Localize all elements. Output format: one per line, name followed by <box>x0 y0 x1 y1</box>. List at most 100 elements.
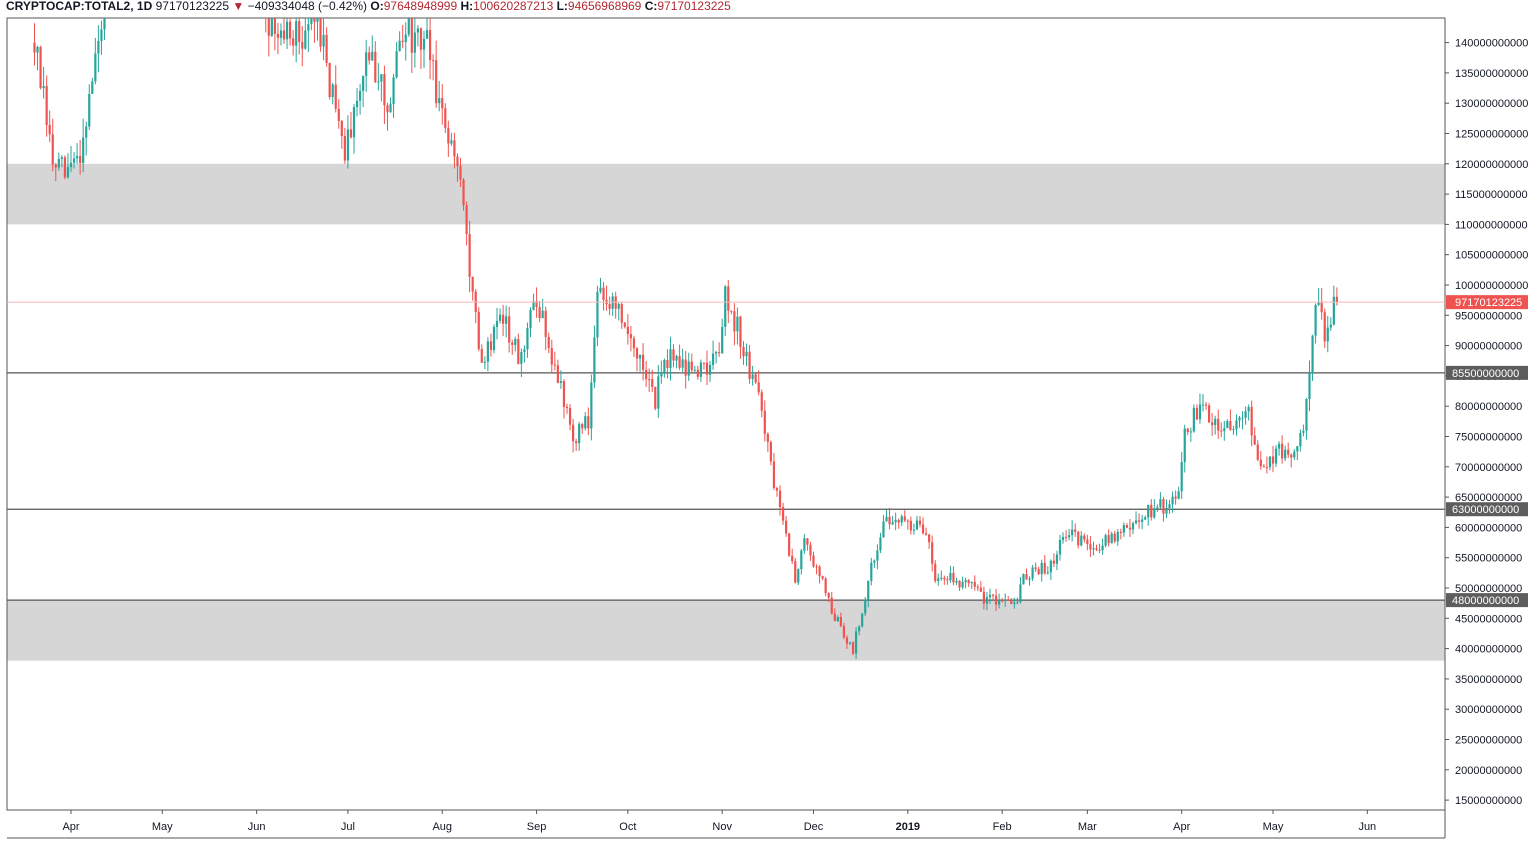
candle-body <box>909 520 912 531</box>
candle-body <box>684 359 687 376</box>
candle-body <box>1183 428 1186 463</box>
candle-body <box>413 32 416 53</box>
candle-body <box>459 166 462 180</box>
candle-body <box>858 626 861 632</box>
candle-body <box>663 360 666 373</box>
candle-body <box>937 578 940 581</box>
candle-body <box>867 580 870 600</box>
candle-body <box>620 303 623 323</box>
candle-body <box>498 314 502 321</box>
candle-body <box>982 591 985 604</box>
candle-body <box>1110 533 1113 544</box>
x-tick-label: Jun <box>248 821 266 833</box>
open-label: O: <box>370 0 384 13</box>
candle-body <box>337 108 340 122</box>
candle-body <box>462 179 465 206</box>
candle-body <box>1077 531 1080 546</box>
candle-body <box>891 522 894 525</box>
candle-body <box>288 21 292 39</box>
candle-body <box>1274 448 1278 464</box>
candle-body <box>483 361 486 363</box>
high-value: 100620287213 <box>473 0 554 13</box>
candle-body <box>279 30 283 38</box>
candle-body <box>1189 431 1192 433</box>
candle-body <box>54 164 57 168</box>
candle-body <box>1262 466 1265 468</box>
candle-body <box>425 30 429 39</box>
candle-body <box>544 310 547 337</box>
candle-body <box>301 41 304 49</box>
candle-body <box>556 365 559 383</box>
candle-body <box>827 593 830 598</box>
candle-body <box>480 349 483 363</box>
candle-body <box>60 157 63 160</box>
candle-body <box>602 287 605 300</box>
candle-body <box>456 156 459 167</box>
candle-body <box>368 52 371 61</box>
candle-body <box>1244 411 1247 418</box>
candle-body <box>721 326 724 354</box>
candle-body <box>91 81 94 94</box>
candle-body <box>906 520 909 522</box>
candle-body <box>1010 600 1013 604</box>
candle-body <box>404 34 407 43</box>
candle-body <box>1058 539 1062 555</box>
candle-body <box>511 342 514 345</box>
candle-body <box>514 339 517 345</box>
x-tick-label: Apr <box>1173 821 1190 833</box>
candle-body <box>547 336 550 349</box>
candle-body <box>617 303 620 309</box>
candle-body <box>532 301 535 310</box>
x-tick-label: May <box>1263 821 1284 833</box>
candle-body <box>666 360 669 368</box>
candle-body <box>33 42 36 53</box>
candle-body <box>1037 569 1040 575</box>
candle-body <box>453 140 456 157</box>
y-tick-label: 135000000000 <box>1455 68 1528 80</box>
candle-body <box>273 18 276 34</box>
candle-body <box>1046 572 1049 574</box>
candle-body <box>1308 371 1311 400</box>
candle-body <box>879 537 882 551</box>
candle-body <box>687 361 690 376</box>
candle-body <box>903 516 906 521</box>
candle-body <box>419 28 423 50</box>
candle-body <box>1241 417 1244 419</box>
candle-body <box>766 433 769 442</box>
candle-body <box>648 379 651 381</box>
candle-body <box>1119 532 1122 534</box>
candle-body <box>407 18 410 35</box>
candle-body <box>559 381 563 383</box>
candle-body <box>1052 560 1055 564</box>
candle-body <box>380 74 383 82</box>
y-tick-label: 15000000000 <box>1455 795 1522 807</box>
candle-body <box>864 599 867 614</box>
candle-body <box>894 519 897 523</box>
candle-body <box>1107 535 1110 544</box>
candle-body <box>988 594 992 598</box>
candle-body <box>1296 446 1299 452</box>
candle-body <box>885 516 888 522</box>
candle-body <box>791 555 794 562</box>
candle-body <box>736 316 739 332</box>
x-tick-label: Jul <box>341 821 355 833</box>
candle-body <box>265 1 267 13</box>
candle-body <box>949 572 952 581</box>
candle-body <box>343 135 346 161</box>
candle-body <box>815 566 818 568</box>
candle-body <box>520 351 523 364</box>
candle-body <box>806 538 809 545</box>
candle-body <box>1022 573 1025 585</box>
candle-body <box>587 416 590 429</box>
candle-body <box>486 341 489 362</box>
candle-body <box>952 572 955 583</box>
candle-body <box>1326 327 1329 342</box>
candle-body <box>292 38 295 46</box>
candle-body <box>727 286 730 311</box>
candle-body <box>416 28 420 33</box>
candle-body <box>1141 519 1144 522</box>
candle-body <box>319 18 322 47</box>
candle-body <box>967 580 970 584</box>
candle-body <box>751 374 754 379</box>
